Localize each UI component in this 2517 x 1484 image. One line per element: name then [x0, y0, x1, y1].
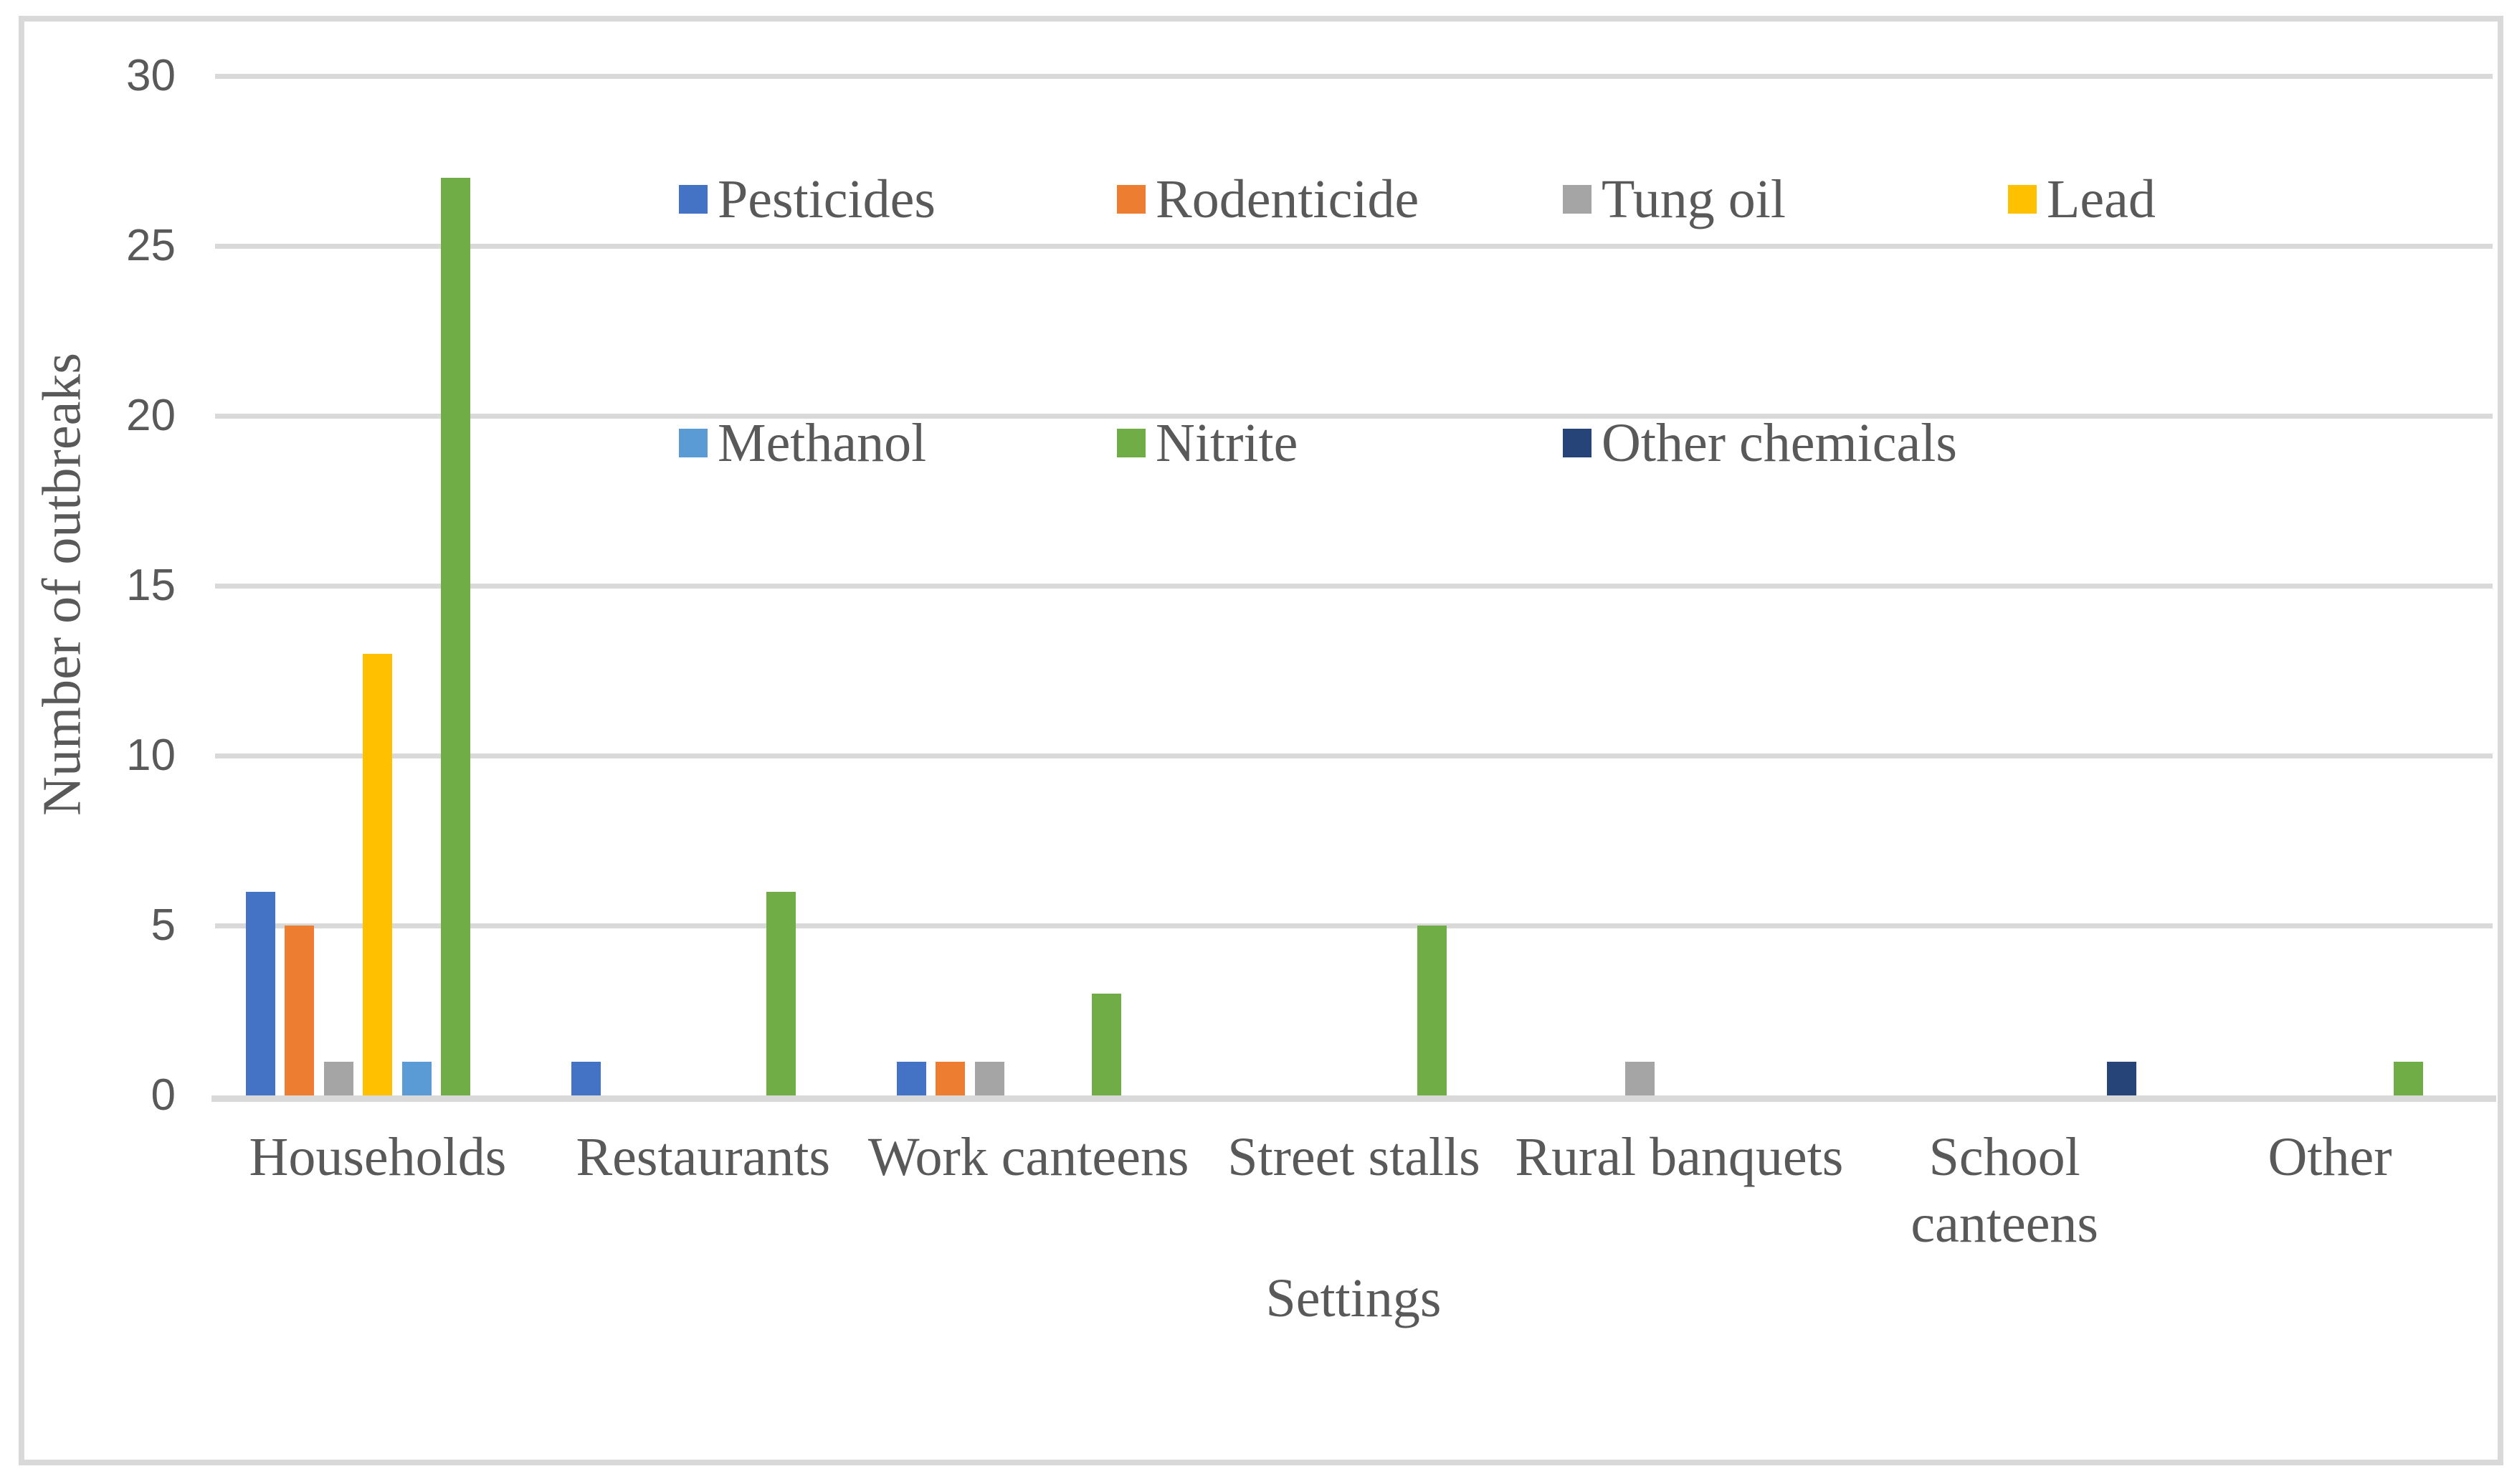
y-tick-label-0: 0: [151, 1070, 176, 1120]
legend-item-rodenticide: Rodenticide: [1117, 172, 1419, 227]
category-label-work-canteens: Work canteens: [867, 1127, 1189, 1187]
legend-item-pesticides: Pesticides: [679, 172, 936, 227]
gridline-25: [215, 244, 2493, 249]
legend-item-nitrite: Nitrite: [1117, 416, 1298, 470]
y-tick-label-15: 15: [126, 561, 176, 610]
gridline-20: [215, 414, 2493, 419]
category-label-other: Other: [2268, 1127, 2392, 1187]
legend-label-other-chemicals: Other chemicals: [1602, 413, 1957, 473]
legend-swatch-other-chemicals: [1563, 429, 1591, 457]
category-label-rural-banquets: Rural banquets: [1515, 1127, 1844, 1187]
x-axis-line: [211, 1095, 2496, 1102]
legend-label-tung-oil: Tung oil: [1602, 169, 1786, 229]
legend-label-methanol: Methanol: [718, 413, 927, 473]
legend-swatch-methanol: [679, 429, 708, 457]
gridline-30: [215, 74, 2493, 79]
category-label-street-stalls: Street stalls: [1227, 1127, 1480, 1187]
y-tick-label-10: 10: [126, 731, 176, 780]
bar-other-chemicals-school-canteens: [2107, 1061, 2137, 1095]
gridline-15: [215, 584, 2493, 589]
bar-pesticides-restaurants: [571, 1061, 601, 1095]
bar-nitrite-work-canteens: [1092, 993, 1122, 1095]
y-axis-title: Number of outbreaks: [32, 353, 92, 816]
category-label-households: Households: [249, 1127, 507, 1187]
y-tick-label-25: 25: [126, 221, 176, 270]
category-label-restaurants: Restaurants: [576, 1127, 831, 1187]
legend-swatch-pesticides: [679, 185, 708, 214]
bar-nitrite-households: [441, 178, 471, 1095]
bar-methanol-households: [401, 1061, 432, 1095]
gridline-5: [215, 923, 2493, 928]
legend-item-tung-oil: Tung oil: [1563, 172, 1786, 227]
legend-label-nitrite: Nitrite: [1156, 413, 1298, 473]
bar-lead-households: [363, 653, 393, 1095]
bar-nitrite-restaurants: [766, 891, 796, 1095]
legend-swatch-tung-oil: [1563, 185, 1591, 214]
legend-item-lead: Lead: [2008, 172, 2156, 227]
bar-rodenticide-work-canteens: [936, 1061, 966, 1095]
bar-tung-oil-work-canteens: [974, 1061, 1004, 1095]
bar-rodenticide-households: [285, 926, 315, 1095]
bar-tung-oil-households: [323, 1061, 353, 1095]
y-tick-label-20: 20: [126, 391, 176, 440]
category-label-school-canteens: School canteens: [1911, 1127, 2099, 1254]
legend-item-methanol: Methanol: [679, 416, 926, 470]
bar-tung-oil-rural-banquets: [1625, 1061, 1655, 1095]
legend-label-lead: Lead: [2047, 169, 2156, 229]
y-tick-label-5: 5: [151, 900, 176, 950]
gridline-10: [215, 753, 2493, 758]
legend-swatch-lead: [2008, 185, 2037, 214]
bar-pesticides-households: [245, 891, 275, 1095]
legend-swatch-nitrite: [1117, 429, 1146, 457]
x-axis-title: Settings: [1265, 1268, 1442, 1328]
legend-item-other-chemicals: Other chemicals: [1563, 416, 1957, 470]
bar-pesticides-work-canteens: [896, 1061, 926, 1095]
y-tick-label-30: 30: [126, 51, 176, 100]
legend-label-pesticides: Pesticides: [718, 169, 936, 229]
chart-border-frame: [19, 16, 2503, 1465]
bar-nitrite-street-stalls: [1417, 926, 1447, 1095]
bar-nitrite-other: [2393, 1061, 2423, 1095]
legend-swatch-rodenticide: [1117, 185, 1146, 214]
legend-label-rodenticide: Rodenticide: [1156, 169, 1419, 229]
